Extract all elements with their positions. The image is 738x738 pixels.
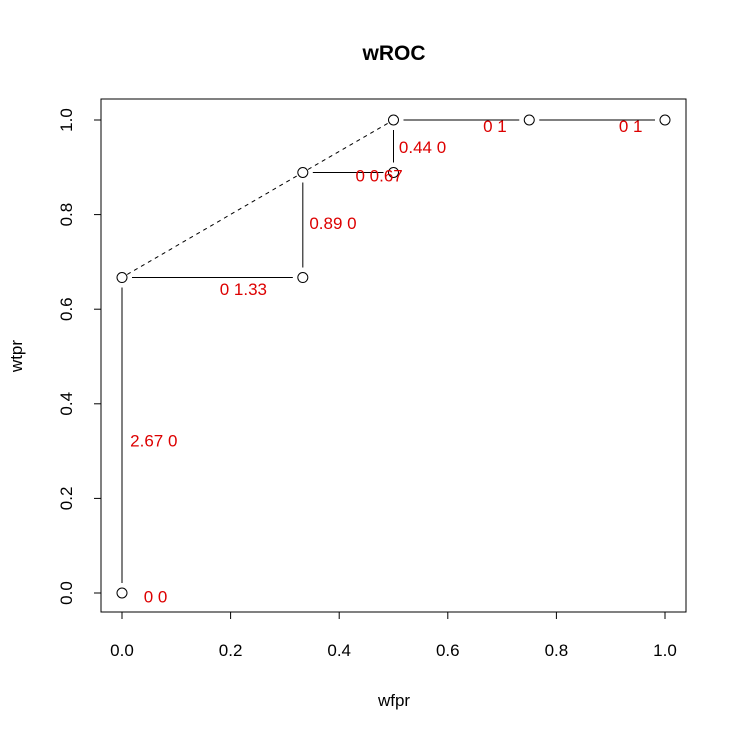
point-annotation: 0 1: [619, 117, 643, 136]
point-annotation: 0 1: [483, 117, 507, 136]
data-point: [116, 587, 128, 599]
data-point: [388, 114, 399, 126]
point-annotation: 0.44 0: [399, 138, 446, 157]
data-point: [388, 167, 399, 179]
point-annotation: 2.67 0: [130, 431, 177, 450]
x-axis: 0.0 0.2 0.4 0.6 0.8 1.0: [110, 611, 677, 660]
y-tick-label: 0.8: [57, 203, 76, 227]
data-point: [659, 114, 671, 126]
point-annotation: 0 0: [144, 587, 168, 606]
point-annotation: 0.89 0: [309, 214, 356, 233]
step-segments: [121, 119, 655, 583]
x-tick-label: 0.4: [327, 641, 351, 660]
points-layer: [116, 114, 671, 599]
point-annotation: 0 0.67: [355, 166, 402, 185]
y-tick-label: 0.2: [57, 487, 76, 511]
dashed-hull: [126, 122, 389, 275]
point-annotation: 0 1.33: [220, 280, 267, 299]
x-tick-label: 0.8: [545, 641, 569, 660]
x-tick-label: 1.0: [653, 641, 677, 660]
chart-title: wROC: [362, 42, 426, 65]
dashed-hull-segment: [307, 122, 389, 170]
data-point: [523, 114, 535, 126]
data-point: [297, 272, 309, 284]
y-tick-label: 0.0: [57, 581, 76, 605]
dashed-hull-segment: [126, 175, 298, 275]
y-tick-label: 0.6: [57, 297, 76, 321]
x-tick-label: 0.2: [219, 641, 243, 660]
x-axis-label: wfpr: [377, 691, 410, 710]
data-point: [297, 167, 309, 179]
y-axis: 0.0 0.2 0.4 0.6 0.8 1.0: [57, 108, 102, 605]
data-point: [116, 272, 128, 284]
y-tick-label: 0.4: [57, 392, 76, 416]
y-tick-label: 1.0: [57, 108, 76, 132]
annotation-layer: 0 0 2.67 0 0 1.33 0.89 0 0 0.67 0.44 0 0 1 0 1: [130, 117, 642, 607]
x-tick-label: 0.6: [436, 641, 460, 660]
x-tick-label: 0.0: [110, 641, 134, 660]
y-axis-label: wtpr: [7, 340, 26, 373]
